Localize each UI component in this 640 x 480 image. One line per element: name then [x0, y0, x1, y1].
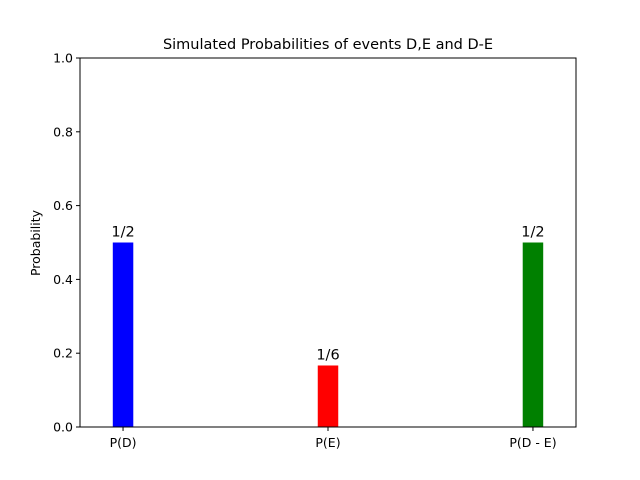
data-label: 1/2: [111, 225, 134, 241]
bars: [112, 242, 544, 427]
y-tick-label: 0.6: [53, 198, 73, 213]
data-labels: 1/2 1/6 1/2: [111, 225, 544, 364]
bar-2: [522, 242, 544, 427]
chart-title: Simulated Probabilities of events D,E an…: [163, 37, 493, 53]
y-tick-label: 0.2: [53, 346, 73, 361]
x-tick-label: P(E): [315, 435, 340, 450]
x-axis-ticks: P(D) P(E) P(D - E): [110, 427, 557, 450]
y-tick-label: 0.4: [53, 272, 73, 287]
plot-area-frame: [79, 57, 577, 428]
x-tick-label: P(D): [110, 435, 137, 450]
data-label: 1/6: [316, 347, 339, 363]
y-axis-label: Probability: [28, 209, 43, 276]
data-label: 1/2: [521, 225, 544, 241]
y-tick-label: 0.8: [53, 124, 73, 139]
bar-0: [112, 242, 134, 427]
y-tick-label: 0.0: [53, 420, 73, 435]
bar-1: [317, 365, 339, 427]
y-tick-label: 1.0: [53, 51, 73, 66]
x-tick-label: P(D - E): [509, 435, 556, 450]
y-axis-ticks: 0.0 0.2 0.4 0.6 0.8 1.0: [53, 51, 80, 435]
